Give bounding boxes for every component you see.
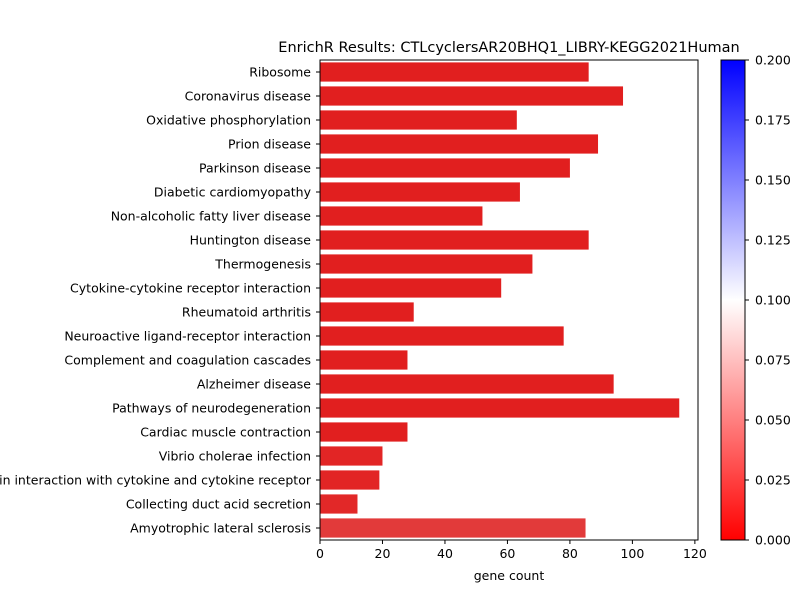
x-tick-label: 80 <box>562 546 578 561</box>
bar <box>320 62 589 82</box>
bar <box>320 206 483 226</box>
bar <box>320 302 414 322</box>
bars-group <box>320 62 680 538</box>
y-tick-label: Collecting duct acid secretion <box>126 497 311 512</box>
bar <box>320 350 408 370</box>
bar <box>320 374 614 394</box>
y-tick-label: Prion disease <box>228 137 311 152</box>
bar <box>320 86 624 106</box>
bar <box>320 182 520 202</box>
y-tick-label: Huntington disease <box>190 233 312 248</box>
y-tick-label: Pathways of neurodegeneration <box>112 401 311 416</box>
colorbar-tick-label: 0.025 <box>755 473 791 488</box>
bar <box>320 278 502 298</box>
colorbar-tick-label: 0.125 <box>755 233 791 248</box>
bar <box>320 110 517 130</box>
colorbar <box>720 59 746 541</box>
x-ticks: 0 20 40 60 80 100 120 <box>316 540 707 561</box>
x-tick-label: 100 <box>620 546 644 561</box>
y-tick-label: Neuroactive ligand-receptor interaction <box>64 329 311 344</box>
bar <box>320 470 380 490</box>
plot-frame <box>319 59 699 541</box>
y-tick-label: Viral protein interaction with cytokine … <box>0 473 312 488</box>
x-tick-label: 0 <box>316 546 324 561</box>
colorbar-tick-label: 0.200 <box>755 53 791 68</box>
y-tick-label: Diabetic cardiomyopathy <box>154 185 312 200</box>
y-tick-labels: Ribosome Coronavirus disease Oxidative pho… <box>0 65 320 536</box>
y-tick-label: Cardiac muscle contraction <box>140 425 311 440</box>
bar <box>320 158 570 178</box>
bar <box>320 446 383 466</box>
y-tick-label: Ribosome <box>249 65 311 80</box>
colorbar-tick-label: 0.100 <box>755 293 791 308</box>
colorbar-tick-label: 0.000 <box>755 533 791 548</box>
y-tick-label: Non-alcoholic fatty liver disease <box>111 209 312 224</box>
colorbar-tick-label: 0.075 <box>755 353 791 368</box>
bar <box>320 326 564 346</box>
bar <box>320 134 599 154</box>
bar <box>320 398 680 418</box>
bar <box>320 494 358 514</box>
colorbar-tick-label: 0.175 <box>755 113 791 128</box>
y-tick-label: Alzheimer disease <box>197 377 311 392</box>
y-tick-label: Cytokine-cytokine receptor interaction <box>70 281 311 296</box>
bar <box>320 254 533 274</box>
y-tick-label: Thermogenesis <box>214 257 311 272</box>
x-axis-label: gene count <box>474 568 545 583</box>
x-tick-label: 40 <box>437 546 453 561</box>
colorbar-ticks: 0.000 0.025 0.050 0.075 0.100 0.125 0.150 0.175… <box>745 53 791 548</box>
y-tick-label: Vibrio cholerae infection <box>159 449 311 464</box>
x-tick-label: 20 <box>375 546 391 561</box>
x-tick-label: 120 <box>683 546 707 561</box>
colorbar-tick-label: 0.050 <box>755 413 791 428</box>
bar <box>320 422 408 442</box>
bar <box>320 518 586 538</box>
y-tick-label: Parkinson disease <box>199 161 311 176</box>
bar <box>320 230 589 250</box>
y-tick-label: Complement and coagulation cascades <box>64 353 311 368</box>
y-tick-label: Rheumatoid arthritis <box>182 305 311 320</box>
y-tick-label: Amyotrophic lateral sclerosis <box>130 521 311 536</box>
chart-title: EnrichR Results: CTLcyclersAR20BHQ1_LIBR… <box>278 40 739 56</box>
y-tick-label: Oxidative phosphorylation <box>146 113 311 128</box>
y-tick-label: Coronavirus disease <box>185 89 312 104</box>
x-tick-label: 60 <box>499 546 515 561</box>
colorbar-tick-label: 0.150 <box>755 173 791 188</box>
